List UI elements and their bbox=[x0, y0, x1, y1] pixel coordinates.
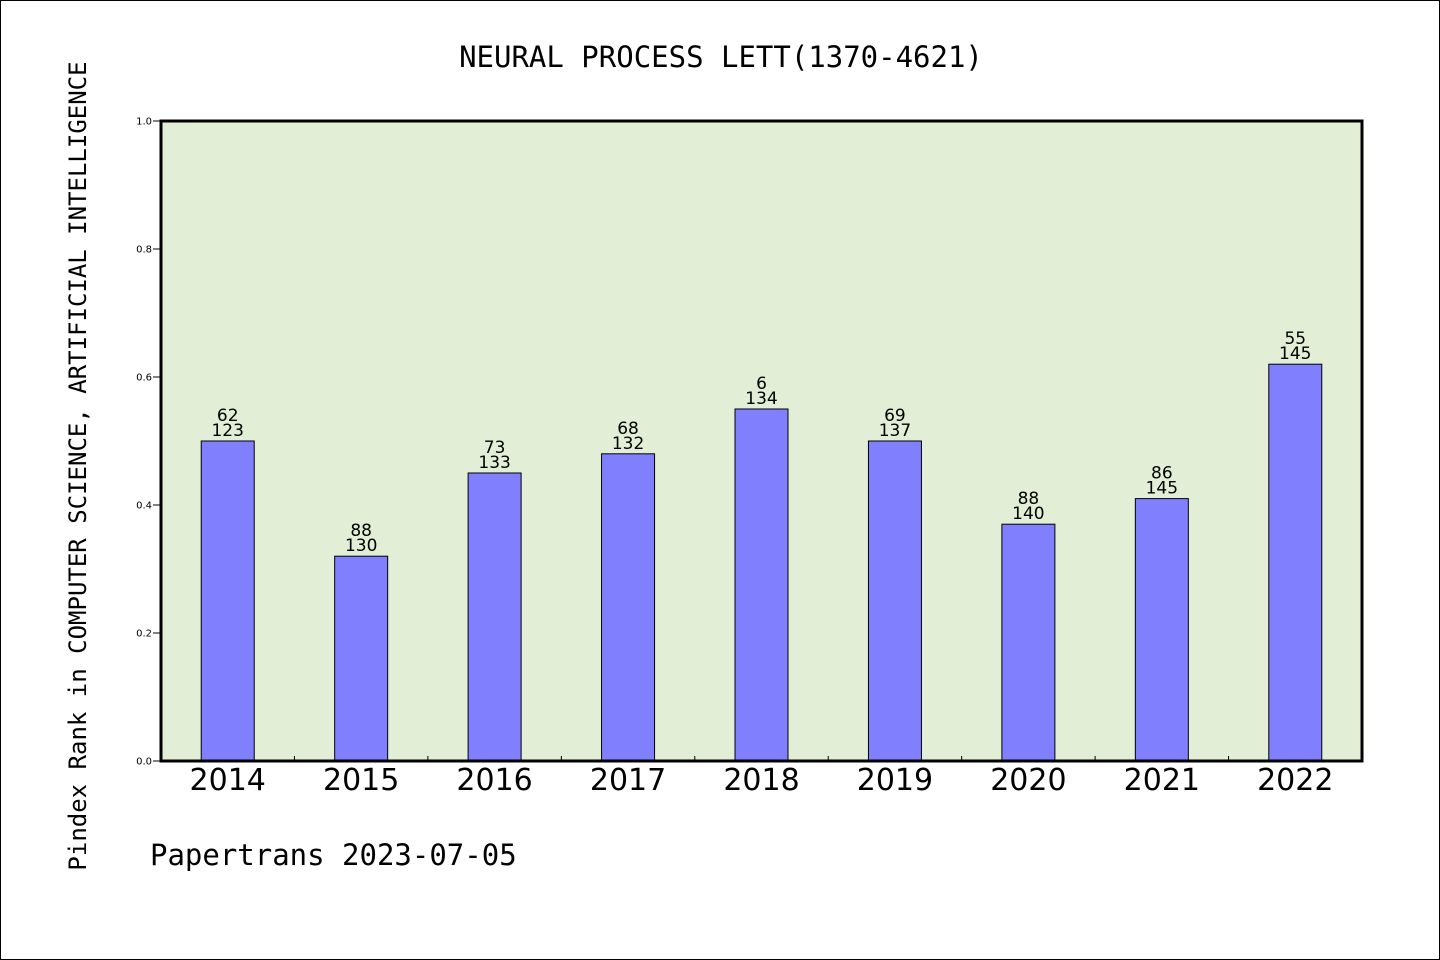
total-label: 145 bbox=[1146, 479, 1178, 499]
y-axis-ticks: 0.0 0.2 0.4 0.6 0.8 1.0 bbox=[136, 117, 161, 768]
bar-2021 bbox=[1134, 498, 1189, 762]
x-tick-label: 2022 bbox=[1257, 763, 1333, 798]
x-tick-label: 2015 bbox=[323, 763, 399, 798]
total-label: 133 bbox=[478, 453, 510, 473]
total-label: 132 bbox=[612, 434, 644, 454]
chart-title: NEURAL PROCESS LETT(1370-4621) bbox=[459, 40, 983, 74]
y-tick-label: 0.0 bbox=[136, 757, 152, 768]
rank-label: 68 bbox=[617, 419, 639, 439]
x-tick-label: 2019 bbox=[857, 763, 933, 798]
plot-border bbox=[159, 119, 1364, 763]
bar-2020 bbox=[1001, 523, 1056, 762]
y-tick-label: 0.8 bbox=[136, 245, 152, 256]
y-tick-label: 0.4 bbox=[136, 501, 152, 512]
rank-label: 62 bbox=[217, 406, 239, 426]
rank-label: 88 bbox=[1018, 489, 1040, 509]
rank-label: 55 bbox=[1284, 329, 1306, 349]
y-tick-label: 0.6 bbox=[136, 373, 152, 384]
x-tick-label: 2016 bbox=[456, 763, 532, 798]
bar-2015 bbox=[334, 555, 389, 762]
x-tick-label: 2021 bbox=[1124, 763, 1200, 798]
x-tick-label: 2014 bbox=[190, 763, 266, 798]
total-label: 145 bbox=[1279, 344, 1311, 364]
y-axis-label: Pindex Rank in COMPUTER SCIENCE, ARTIFIC… bbox=[64, 61, 92, 870]
bar-2017 bbox=[601, 453, 656, 762]
x-tick-label: 2017 bbox=[590, 763, 666, 798]
rank-label: 86 bbox=[1151, 464, 1173, 484]
rank-label: 73 bbox=[484, 438, 506, 458]
rank-label: 69 bbox=[884, 406, 906, 426]
total-label: 130 bbox=[345, 536, 377, 556]
x-tick-label: 2020 bbox=[990, 763, 1066, 798]
rank-label: 6 bbox=[756, 374, 767, 394]
data-labels: 6212388130731336813261346913788140861455… bbox=[211, 329, 1311, 556]
bar-2018 bbox=[734, 408, 789, 762]
total-label: 140 bbox=[1012, 504, 1044, 524]
bar-2019 bbox=[867, 440, 922, 762]
total-label: 137 bbox=[879, 421, 911, 441]
bar-2022 bbox=[1268, 363, 1323, 762]
footer-text: Papertrans 2023-07-05 bbox=[150, 838, 517, 872]
bar-series bbox=[200, 363, 1323, 762]
x-axis-ticks: 2014 2015 2016 2017 2018 2019 2020 2021 2022 bbox=[190, 756, 1333, 798]
bar-2016 bbox=[467, 472, 522, 762]
total-label: 123 bbox=[211, 421, 243, 441]
x-tick-label: 2018 bbox=[723, 763, 799, 798]
bar-2014 bbox=[200, 440, 255, 762]
rank-label: 88 bbox=[350, 521, 372, 541]
total-label: 134 bbox=[745, 389, 777, 409]
y-tick-label: 0.2 bbox=[136, 629, 152, 640]
y-tick-label: 1.0 bbox=[136, 117, 152, 128]
